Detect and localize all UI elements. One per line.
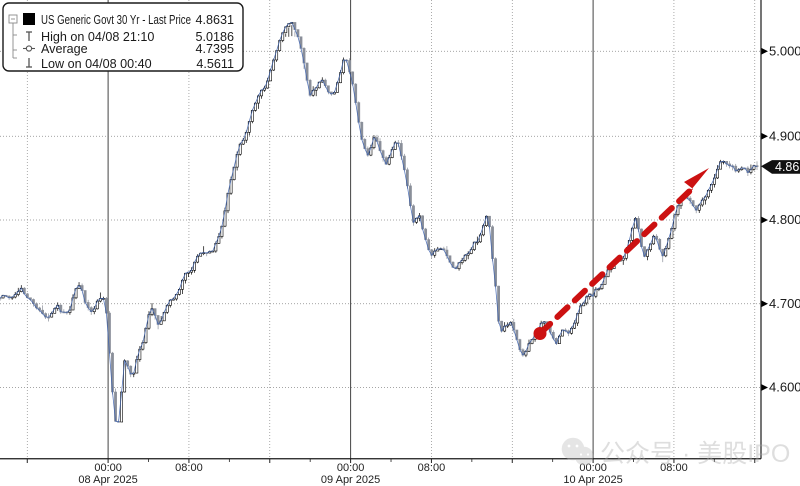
svg-text:4.5611: 4.5611 [196,57,234,71]
svg-text:00:00: 00:00 [94,462,122,474]
svg-text:08:00: 08:00 [175,462,203,474]
svg-text:Low on 04/08 00:40: Low on 04/08 00:40 [41,57,152,71]
svg-text:00:00: 00:00 [337,462,365,474]
svg-text:4.8631: 4.8631 [775,160,800,174]
svg-text:US Generic Govt 30 Yr - Last P: US Generic Govt 30 Yr - Last Price [41,13,191,27]
svg-text:4.7000: 4.7000 [769,296,800,311]
svg-text:10 Apr 2025: 10 Apr 2025 [563,474,622,486]
svg-text:08 Apr 2025: 08 Apr 2025 [78,474,137,486]
svg-text:09 Apr 2025: 09 Apr 2025 [321,474,380,486]
svg-text:4.8000: 4.8000 [769,212,800,227]
svg-text:Average: Average [41,42,88,56]
svg-text:4.8631: 4.8631 [195,13,234,27]
svg-text:08:00: 08:00 [418,462,446,474]
svg-text:4.7395: 4.7395 [195,42,234,56]
svg-text:4.9000: 4.9000 [769,128,800,143]
svg-text:公众号 · 美股IPO: 公众号 · 美股IPO [600,440,790,468]
